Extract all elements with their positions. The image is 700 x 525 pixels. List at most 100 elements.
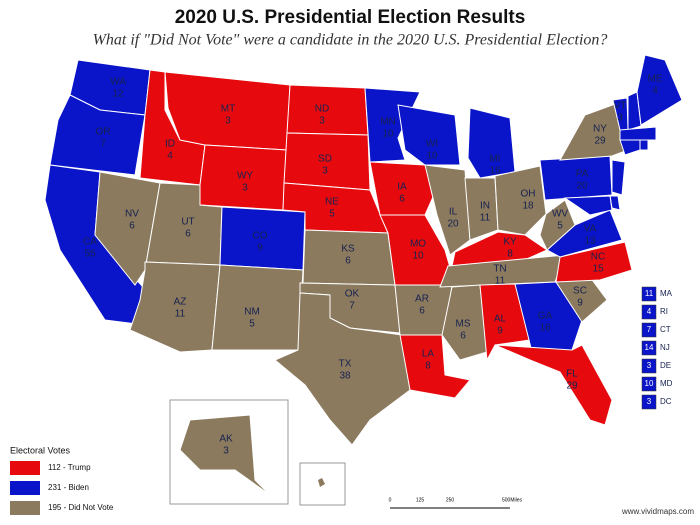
state-votes: 4 bbox=[652, 86, 658, 97]
state-votes: 10 bbox=[382, 129, 394, 140]
scale-label: 0 bbox=[389, 497, 392, 503]
state-abbr: MO bbox=[410, 239, 426, 250]
state-votes: 10 bbox=[412, 251, 424, 262]
state-votes: 4 bbox=[647, 307, 652, 316]
state-abbr: TN bbox=[493, 264, 506, 275]
state-shape bbox=[274, 292, 411, 446]
state-abbr: NJ bbox=[660, 343, 670, 352]
state-abbr: WV bbox=[552, 209, 568, 220]
state-shape bbox=[94, 171, 161, 286]
state-shape bbox=[619, 126, 657, 141]
state-votes: 3 bbox=[617, 113, 623, 124]
state-abbr: AL bbox=[494, 314, 507, 325]
state-votes: 10 bbox=[426, 151, 438, 162]
state-abbr: NE bbox=[325, 197, 339, 208]
state-votes: 20 bbox=[576, 181, 588, 192]
state-shape bbox=[494, 165, 547, 236]
state-votes: 20 bbox=[447, 219, 459, 230]
state-abbr: DC bbox=[660, 397, 672, 406]
legend-swatch bbox=[10, 501, 40, 515]
state-abbr: AK bbox=[219, 434, 233, 445]
state-votes: 9 bbox=[257, 243, 263, 254]
state-votes: 4 bbox=[167, 151, 173, 162]
state-votes: 55 bbox=[84, 249, 96, 260]
state-abbr: WI bbox=[426, 139, 438, 150]
state-abbr: VT bbox=[614, 101, 627, 112]
state-shape bbox=[611, 159, 626, 196]
state-abbr: RI bbox=[660, 307, 668, 316]
state-votes: 6 bbox=[460, 331, 466, 342]
title: 2020 U.S. Presidential Election Results bbox=[175, 7, 526, 28]
state-shape bbox=[49, 94, 146, 176]
state-abbr: DE bbox=[660, 361, 671, 370]
state-abbr: IL bbox=[449, 207, 458, 218]
legend-swatch bbox=[10, 481, 40, 495]
state-abbr: CA bbox=[83, 237, 97, 248]
small-state-box bbox=[641, 340, 657, 356]
scale-label: 125 bbox=[416, 497, 425, 503]
state-shape bbox=[639, 139, 649, 151]
state-abbr: WY bbox=[237, 171, 253, 182]
state-abbr: MD bbox=[660, 379, 673, 388]
state-votes: 3 bbox=[223, 446, 229, 457]
state-votes: 3 bbox=[319, 116, 325, 127]
state-abbr: MS bbox=[456, 319, 471, 330]
state-votes: 11 bbox=[175, 309, 186, 320]
state-votes: 18 bbox=[522, 201, 534, 212]
state-shape bbox=[479, 283, 531, 362]
small-state-box bbox=[641, 376, 657, 392]
state-votes: 5 bbox=[557, 221, 563, 232]
state-votes: 16 bbox=[489, 166, 501, 177]
state-abbr: FL bbox=[566, 369, 578, 380]
state-abbr: MA bbox=[660, 289, 673, 298]
state-votes: 29 bbox=[566, 381, 578, 392]
legend-label: 231 - Biden bbox=[48, 483, 89, 492]
state-votes: 11 bbox=[495, 276, 506, 287]
state-abbr: VA bbox=[584, 224, 597, 235]
state-votes: 16 bbox=[539, 323, 551, 334]
state-votes: 6 bbox=[419, 306, 425, 317]
state-votes: 6 bbox=[185, 229, 191, 240]
state-abbr: KS bbox=[341, 244, 355, 255]
state-abbr: MI bbox=[489, 154, 500, 165]
state-shape bbox=[441, 284, 488, 361]
state-shape bbox=[179, 414, 271, 496]
state-votes: 6 bbox=[129, 221, 135, 232]
state-abbr: NY bbox=[593, 124, 607, 135]
state-abbr: PA bbox=[576, 169, 589, 180]
state-shape bbox=[369, 161, 438, 216]
state-votes: 5 bbox=[249, 319, 255, 330]
state-shape bbox=[563, 195, 613, 216]
state-votes: 3 bbox=[225, 116, 231, 127]
state-shape bbox=[555, 241, 633, 283]
state-abbr: WA bbox=[110, 77, 126, 88]
state-abbr: ND bbox=[315, 104, 329, 115]
state-votes: 5 bbox=[329, 209, 335, 220]
small-state-box bbox=[641, 286, 657, 302]
state-abbr: AR bbox=[415, 294, 429, 305]
state-abbr: CO bbox=[253, 231, 268, 242]
state-abbr: LA bbox=[422, 349, 435, 360]
state-abbr: OR bbox=[96, 127, 111, 138]
state-votes: 11 bbox=[645, 289, 654, 298]
state-shape bbox=[199, 144, 288, 211]
state-votes: 38 bbox=[339, 371, 351, 382]
state-abbr: SD bbox=[318, 154, 332, 165]
state-abbr: CT bbox=[660, 325, 671, 334]
state-shape bbox=[636, 54, 683, 126]
state-votes: 12 bbox=[112, 89, 124, 100]
state-abbr: NV bbox=[125, 209, 139, 220]
state-votes: 7 bbox=[647, 325, 652, 334]
state-abbr: ME bbox=[648, 74, 663, 85]
state-votes: 7 bbox=[100, 139, 106, 150]
state-votes: 6 bbox=[399, 194, 405, 205]
scale-label: 500Miles bbox=[502, 497, 523, 503]
state-votes: 13 bbox=[584, 236, 596, 247]
state-abbr: IN bbox=[480, 201, 490, 212]
state-abbr: IA bbox=[397, 182, 407, 193]
state-shape bbox=[619, 139, 641, 156]
state-votes: 9 bbox=[497, 326, 503, 337]
small-state-box bbox=[641, 322, 657, 338]
state-abbr: ID bbox=[165, 139, 175, 150]
